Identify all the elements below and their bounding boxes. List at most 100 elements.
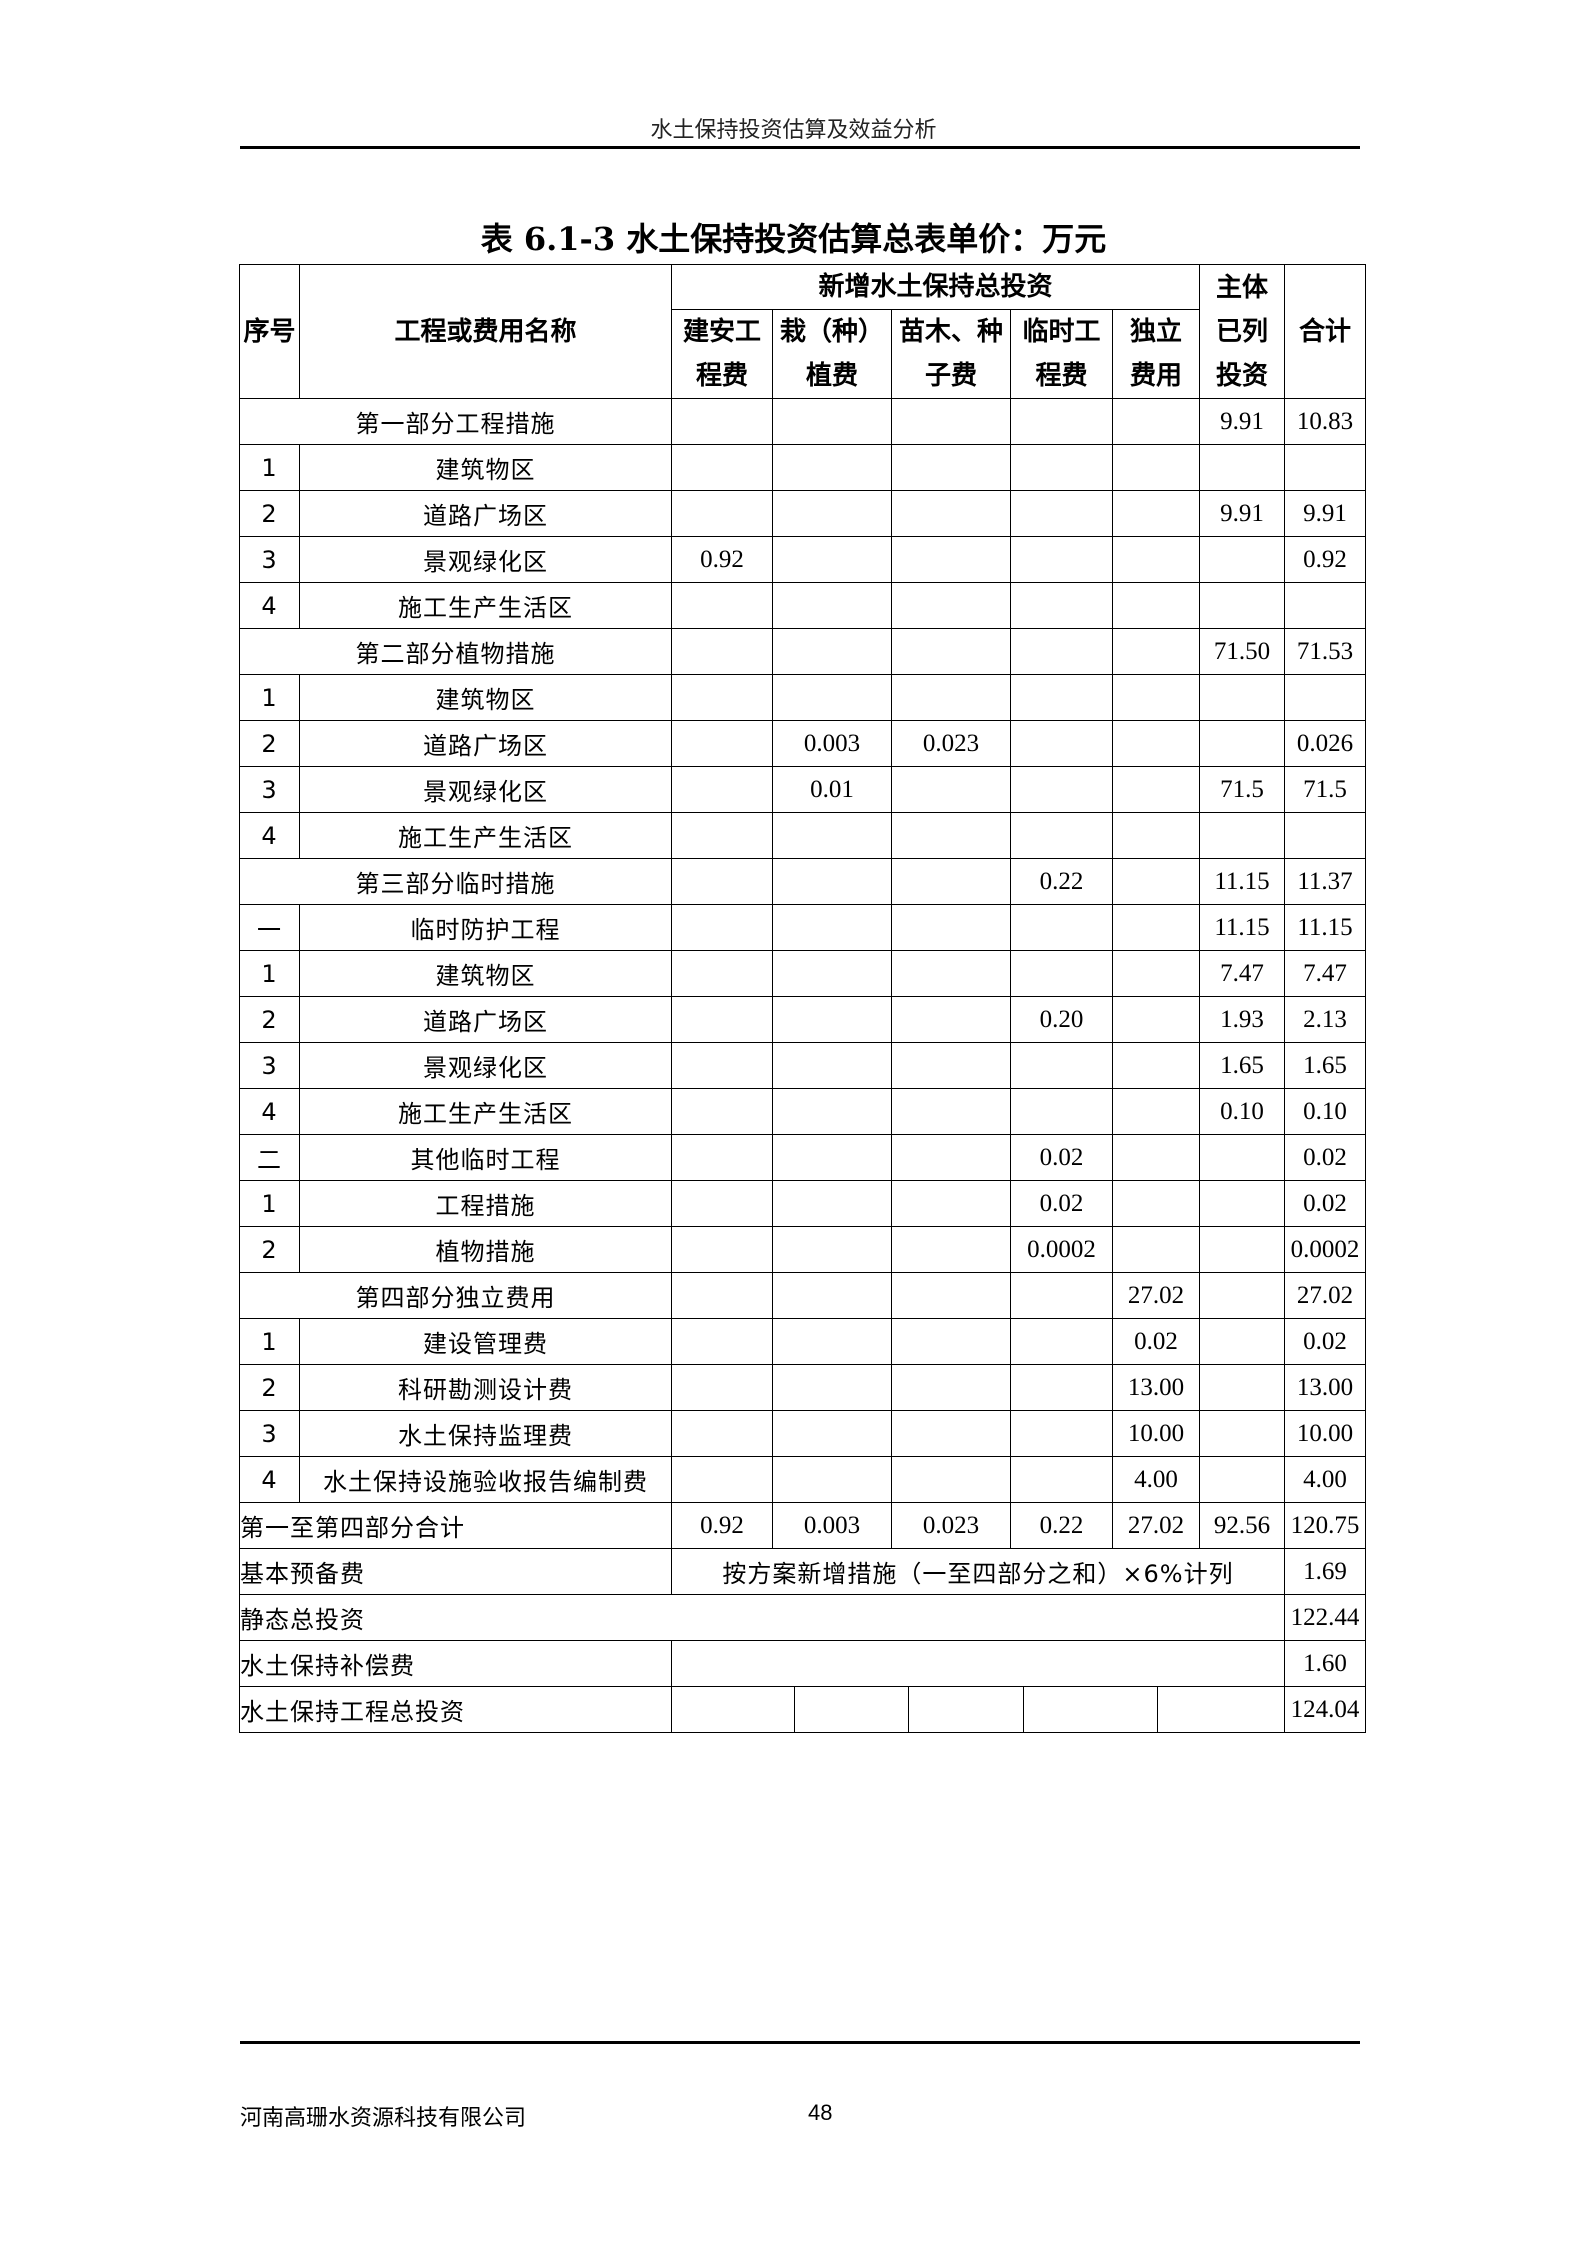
header-line: 已列 [1216, 316, 1269, 347]
row-seq: 4 [239, 1088, 300, 1135]
row-seq: 1 [239, 1318, 300, 1365]
cell-construction-fee [671, 1456, 773, 1503]
row-name: 道路广场区 [299, 996, 672, 1043]
cell-total: 27.02 [1284, 1272, 1367, 1319]
cell-temporary-fee [1010, 904, 1113, 951]
cell-construction-fee [671, 398, 773, 445]
static-total: 122.44 [1284, 1594, 1367, 1641]
cell-construction-fee [671, 996, 773, 1043]
row-seq: 1 [239, 1180, 300, 1227]
header-line: 子费 [924, 361, 977, 391]
cell-total: 10.83 [1284, 398, 1367, 445]
cell-planting-fee [772, 858, 892, 905]
cell-independent-fee: 0.02 [1111, 1318, 1201, 1365]
cell-temporary-fee [1010, 398, 1113, 445]
cell-independent-fee: 13.00 [1111, 1364, 1201, 1411]
cell-construction-fee [671, 1272, 773, 1319]
cell-independent-fee [1111, 996, 1201, 1043]
section-name: 第一部分工程措施 [239, 398, 672, 445]
cell-total: 0.02 [1284, 1134, 1367, 1181]
row-seq: 4 [239, 582, 300, 629]
cell-seedling-fee [891, 904, 1011, 951]
section-name: 第四部分独立费用 [239, 1272, 672, 1319]
cell-planting-fee [772, 536, 892, 583]
header-col-2: 苗木、种 子费 [891, 309, 1011, 399]
section-name: 第三部分临时措施 [239, 858, 672, 905]
cell-temporary-fee [1010, 1318, 1113, 1365]
subtotal-row: 第一至第四部分合计 0.92 0.003 0.023 0.22 27.02 92.56 120… [239, 1502, 1367, 1549]
cell-main-listed [1199, 1272, 1286, 1319]
page-number: 48 [808, 2100, 833, 2125]
cell-seedling-fee [891, 628, 1011, 675]
cell-main-listed: 71.50 [1199, 628, 1286, 675]
investment-table: 序号 工程或费用名称 新增水土保持总投资 主体 已列 投资 合计 建安工 程费 栽（种） 植费 苗木、… [238, 264, 1367, 1733]
cell-seedling-fee [891, 812, 1011, 859]
cell-main-listed: 0.10 [1199, 1088, 1286, 1135]
cell-planting-fee [772, 904, 892, 951]
cell-seedling-fee [891, 996, 1011, 1043]
compensation-total: 1.60 [1284, 1640, 1367, 1687]
cell-temporary-fee [1010, 628, 1113, 675]
footer-rule [240, 2041, 1360, 2044]
cell-temporary-fee [1010, 766, 1113, 813]
row-seq: 4 [239, 1456, 300, 1503]
header-line: 建安工 [682, 317, 761, 347]
cell-construction-fee [671, 490, 773, 537]
cell-construction-fee [671, 1318, 773, 1365]
cell-total: 0.02 [1284, 1180, 1367, 1227]
cell-main-listed [1199, 536, 1286, 583]
cell-total [1284, 674, 1367, 721]
row-seq: 2 [239, 720, 300, 767]
header-line: 植费 [805, 361, 858, 391]
cell-planting-fee [772, 490, 892, 537]
row-seq: 1 [239, 444, 300, 491]
cell-construction-fee [671, 1088, 773, 1135]
cell-temporary-fee [1010, 812, 1113, 859]
cell-independent-fee [1111, 536, 1201, 583]
header-line: 费用 [1130, 361, 1183, 391]
cell-planting-fee [772, 1134, 892, 1181]
header-seq: 序号 [239, 264, 300, 399]
cell-main-listed [1199, 1180, 1286, 1227]
header-line: 独立 [1130, 317, 1183, 347]
cell-seedling-fee [891, 536, 1011, 583]
header-line: 栽（种） [779, 317, 884, 347]
cell-construction-fee: 0.92 [671, 1502, 773, 1549]
cell-total: 0.92 [1284, 536, 1367, 583]
compensation-row: 水土保持补偿费 1.60 [239, 1640, 1367, 1687]
footer-company: 河南高珊水资源科技有限公司 [240, 2106, 527, 2131]
cell-independent-fee [1111, 1134, 1201, 1181]
section-row: 第三部分临时措施 0.22 11.15 11.37 [239, 858, 1367, 905]
cell-planting-fee [772, 1456, 892, 1503]
compensation-label: 水土保持补偿费 [239, 1640, 672, 1687]
table-row: 2 道路广场区 9.91 9.91 [239, 490, 1367, 537]
header-rule [240, 146, 1360, 149]
cell-independent-fee: 27.02 [1111, 1502, 1201, 1549]
cell-planting-fee: 0.01 [772, 766, 892, 813]
cell-main-listed: 71.5 [1199, 766, 1286, 813]
cell-planting-fee [772, 582, 892, 629]
cell-seedling-fee [891, 398, 1011, 445]
row-seq: 一 [239, 904, 300, 951]
cell-construction-fee [671, 1410, 773, 1457]
cell-total [1284, 444, 1367, 491]
cell-seedling-fee [891, 766, 1011, 813]
cell-independent-fee [1111, 766, 1201, 813]
cell-total: 9.91 [1284, 490, 1367, 537]
cell-independent-fee [1111, 1226, 1201, 1273]
cell-total: 120.75 [1284, 1502, 1367, 1549]
cell-planting-fee [772, 1226, 892, 1273]
cell-temporary-fee: 0.02 [1010, 1134, 1113, 1181]
cell-temporary-fee [1010, 950, 1113, 997]
row-name: 建筑物区 [299, 674, 672, 721]
cell-planting-fee [772, 1180, 892, 1227]
table-row: 2 科研勘测设计费 13.00 13.00 [239, 1364, 1367, 1411]
row-seq: 3 [239, 1042, 300, 1089]
static-row: 静态总投资 122.44 [238, 1594, 1367, 1641]
cell-temporary-fee [1010, 444, 1113, 491]
cell-total: 0.10 [1284, 1088, 1367, 1135]
cell-total: 0.02 [1284, 1318, 1367, 1365]
row-name: 景观绿化区 [299, 536, 672, 583]
cell-temporary-fee [1010, 582, 1113, 629]
cell-temporary-fee [1010, 1042, 1113, 1089]
